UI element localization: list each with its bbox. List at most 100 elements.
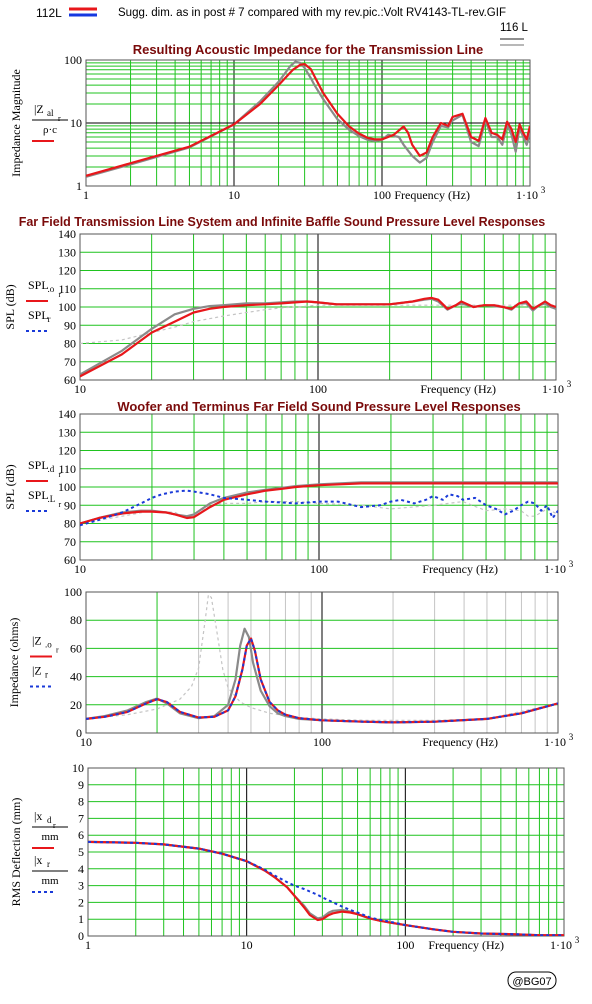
y-axis-label: RMS Deflection (mm) [9,798,23,907]
x-tick-label: 10 [80,735,92,749]
x-tick-label: 10 [228,188,240,202]
y-tick-label: 60 [64,373,76,387]
footer-badge-text: @BG07 [512,976,551,988]
legend-sub2: r [56,646,59,655]
header-legend: 112L Sugg. dim. as in post # 7 compared … [36,6,529,46]
y-tick-label: 110 [58,462,76,476]
y-tick-label: 2 [78,895,84,909]
y-tick-label: 4 [78,862,84,876]
y-tick-label: 40 [70,670,82,684]
y-tick-label: 8 [78,795,84,809]
y-axis-label: SPL (dB) [3,464,17,509]
x-tick-label-last-exp: 3 [541,185,546,195]
y-tick-label: 80 [70,613,82,627]
y-tick-label: 130 [58,425,76,439]
legend-sub2: r [59,290,62,299]
header-compare-label: 116 L [500,22,529,34]
series-line-light [86,594,558,721]
grid-lines [85,60,530,186]
y-tick-label: 100 [64,53,82,67]
x-axis-label: Frequency (Hz) [428,938,504,952]
y-tick-label: 6 [78,828,84,842]
legend-entry: SPL.Lr [26,488,62,512]
footer-badge: @BG07 [507,971,557,990]
x-tick-label-last: 1·10 [516,188,538,202]
header-legend-label: 112L [36,6,62,20]
y-tick-label: 100 [64,585,82,599]
legend-denominator: mm [41,875,59,887]
series-group [88,840,564,936]
y-tick-label: 60 [70,641,82,655]
x-tick-label: 1 [85,938,91,952]
x-axis-label: Frequency (Hz) [422,735,498,749]
y-tick-label: 5 [78,845,84,859]
y-tick-label: 90 [64,318,76,332]
series-line-red [80,482,558,525]
legend-sub: r [48,314,51,324]
x-tick-label-last: 1·10 [544,562,566,576]
chart-4: 0 20 40 60 80 100 10 100 1·10 3 Frequency (Hz) Impe… [7,585,574,749]
y-tick-label: 100 [58,300,76,314]
series-line-red [86,637,558,724]
legend-sub: .o [45,640,52,650]
legend-entry: SPL.o r [26,278,62,302]
chart-1: 1 10 100 1 10 100 1·10 3 Frequency (Hz) Impedance… [9,42,546,202]
legend-sub2: r [59,500,62,509]
chart-title: Woofer and Terminus Far Field Sound Pres… [117,399,520,414]
x-tick-label-last-exp: 3 [567,379,572,389]
chart-title: Far Field Transmission Line System and I… [19,215,546,229]
legend-sub: r [45,670,48,680]
series-group [86,594,558,724]
grid-lines [79,234,556,380]
x-tick-label: 100 [373,188,391,202]
y-tick-label: 0 [78,929,84,943]
x-tick-label: 10 [74,562,86,576]
series-line-red [80,296,556,378]
y-tick-label: 1 [78,912,84,926]
legend-sub: .L [48,494,56,504]
x-tick-label-last-exp: 3 [569,732,574,742]
series-line-red [86,62,530,177]
y-tick-label: 0 [76,726,82,740]
grid-lines [85,592,558,733]
y-tick-label: 20 [70,698,82,712]
legend-name: |Z [32,664,42,678]
y-axis-label: Impedance (ohms) [7,618,21,708]
chart-3: 60 70 80 90 100 110 120 130 140 10 100 1·10 3 Frequen… [3,399,574,576]
chart-title: Resulting Acoustic Impedance for the Tra… [133,42,484,57]
grid-lines [79,414,558,560]
x-tick-label: 10 [74,382,86,396]
grid-lines [87,768,564,936]
legend-sub: .o [48,284,55,294]
x-tick-label: 100 [396,938,414,952]
y-tick-label: 3 [78,879,84,893]
series-line-gray [86,60,530,178]
legend-name: SPL [28,308,49,322]
legend-name: |x [34,853,42,867]
legend-entry: |x r mm [32,853,68,893]
plot-frame [85,59,531,187]
legend-sub: d [47,815,52,825]
series-line-blue [80,489,558,527]
legend-name: |Z [32,634,42,648]
x-tick-label: 1 [83,188,89,202]
y-tick-label: 10 [70,116,82,130]
x-tick-label-last: 1·10 [550,938,572,952]
legend-sub: al [47,108,54,118]
x-tick-label: 100 [313,735,331,749]
y-tick-label: 1 [76,179,82,193]
legend-sub2: r [58,114,61,123]
x-tick-label: 100 [310,562,328,576]
x-axis-label: Frequency (Hz) [422,562,498,576]
x-tick-label-last: 1·10 [544,735,566,749]
y-tick-label: 70 [64,355,76,369]
y-tick-label: 90 [64,498,76,512]
x-axis-label: Frequency (Hz) [420,382,496,396]
